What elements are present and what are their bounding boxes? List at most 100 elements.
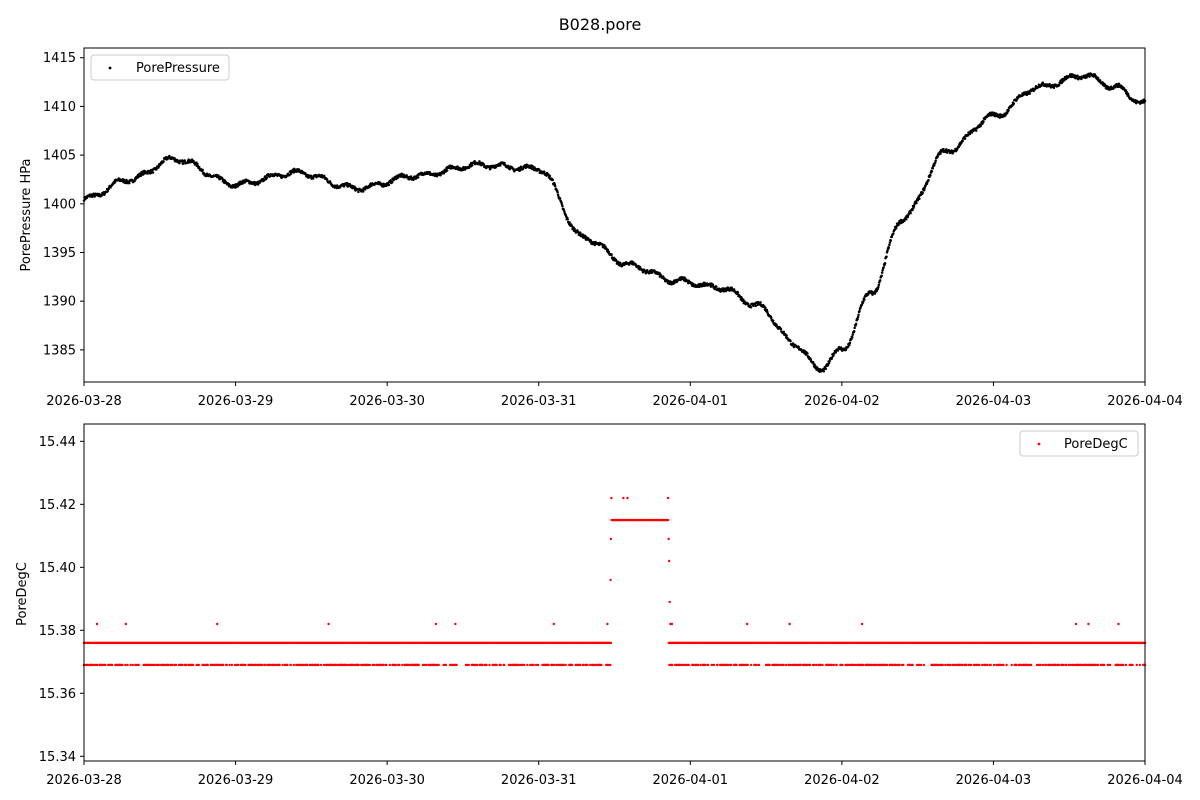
temperature-point (782, 663, 785, 667)
temperature-point (712, 663, 716, 667)
pressure-point (856, 315, 860, 319)
temperature-point (784, 663, 788, 667)
temperature-x-ticks: 2026-03-28 2026-03-29 2026-03-30 2026-03-31… (46, 761, 1183, 788)
pressure-point (848, 341, 852, 345)
temperature-point (668, 600, 671, 604)
temperature-point (474, 663, 477, 667)
pressure-point (878, 279, 882, 282)
temperature-point (289, 663, 293, 667)
temperature-point (667, 537, 670, 541)
pressure-point (553, 184, 557, 188)
y-tick-label: 1410 (43, 100, 76, 115)
pressure-point (848, 343, 851, 347)
temperature-point (351, 663, 354, 667)
temperature-point (666, 518, 670, 522)
temperature-point (228, 663, 231, 667)
temperature-point (344, 663, 347, 667)
temperature-point (491, 663, 495, 667)
pressure-point (890, 235, 894, 239)
temperature-point (330, 663, 333, 667)
temperature-point (1029, 663, 1033, 667)
temperature-point (407, 663, 411, 667)
temperature-point (244, 663, 247, 667)
pressure-point (241, 182, 244, 185)
temperature-point (417, 663, 420, 667)
temperature-point (961, 663, 964, 667)
pressure-point (934, 159, 937, 162)
pressure-point (936, 155, 939, 158)
temperature-point (401, 663, 404, 667)
temperature-point (1135, 663, 1138, 667)
temperature-point (969, 663, 973, 667)
temperature-point (704, 663, 707, 667)
temperature-point (225, 663, 228, 667)
pressure-point (885, 255, 888, 259)
temperature-point (107, 663, 111, 667)
temperature-legend-label: PoreDegC (1064, 437, 1128, 452)
temperature-point (992, 663, 996, 667)
pressure-point (519, 165, 523, 168)
temperature-point (1061, 663, 1065, 667)
pressure-point (981, 122, 984, 125)
pressure-point (764, 306, 767, 310)
temperature-point (911, 663, 914, 667)
temperature-point (91, 663, 94, 667)
pressure-point (503, 161, 506, 165)
temperature-point (989, 663, 992, 667)
pressure-point (668, 282, 671, 286)
temperature-point (536, 663, 540, 667)
temperature-point (667, 559, 671, 563)
temperature-point (668, 663, 671, 667)
pressure-point (880, 274, 883, 277)
temperature-point (898, 663, 901, 667)
temperature-point (197, 663, 201, 667)
x-tick-label: 2026-04-03 (956, 394, 1032, 409)
pressure-point (542, 170, 546, 173)
temperature-plot-frame (83, 423, 1146, 762)
pressure-point (151, 171, 155, 174)
pressure-point (548, 174, 552, 178)
temperature-point (745, 622, 749, 626)
pressure-point (889, 239, 893, 242)
pressure-point (551, 178, 555, 182)
temperature-point (499, 663, 502, 667)
pressure-point (583, 234, 587, 238)
temperature-point (716, 663, 719, 667)
temperature-point (1138, 663, 1142, 667)
temperature-point (433, 663, 436, 667)
pressure-point (858, 309, 861, 313)
pressure-point (942, 147, 945, 151)
pressure-point (933, 164, 936, 167)
pressure-point (832, 354, 835, 358)
temperature-point (1087, 622, 1090, 626)
pressure-point (1096, 77, 1100, 80)
pressure-point (196, 162, 199, 166)
temperature-point (922, 663, 926, 667)
temperature-point (442, 663, 445, 667)
temperature-point (609, 641, 613, 645)
temperature-point (392, 663, 395, 667)
pressure-point (851, 333, 854, 336)
pressure-point (361, 190, 365, 193)
pressure-point (987, 114, 990, 118)
temperature-point (92, 663, 96, 667)
temperature-point (1041, 663, 1045, 667)
pressure-point (309, 174, 313, 178)
pressure-point (974, 129, 978, 132)
pressure-point (811, 361, 815, 364)
temperature-point (191, 663, 195, 667)
y-tick-label: 15.42 (39, 498, 76, 513)
temperature-point (301, 663, 305, 667)
temperature-point (1044, 663, 1048, 667)
pressure-point (923, 187, 926, 190)
temperature-point (606, 622, 609, 626)
temperature-point (609, 663, 612, 667)
temperature-point (886, 663, 889, 667)
pressure-point (568, 221, 571, 224)
pressure-point (968, 132, 972, 136)
temperature-point (394, 663, 397, 667)
temperature-point (592, 663, 595, 667)
temperature-point (422, 663, 426, 667)
temperature-point (260, 663, 264, 667)
temperature-point (609, 537, 613, 541)
